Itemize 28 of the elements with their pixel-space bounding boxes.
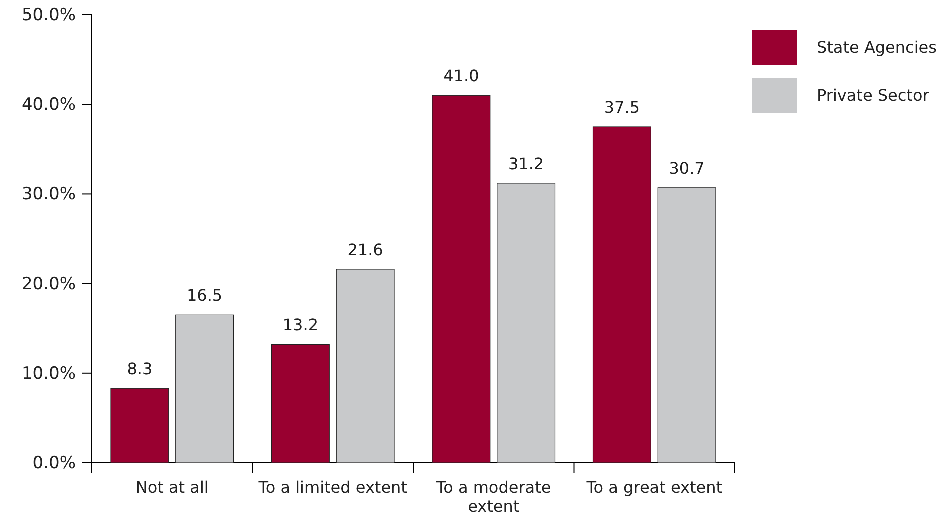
data-label: 31.2: [508, 154, 544, 174]
x-tick-label: Not at all: [136, 478, 209, 497]
data-label: 8.3: [127, 360, 153, 379]
x-tick-label: To a moderate extent: [436, 478, 552, 516]
bar: [271, 344, 330, 464]
bar: [432, 95, 491, 464]
data-label: 30.7: [669, 158, 705, 178]
data-label: 41.0: [444, 66, 480, 86]
y-tick-label: 30.0%: [22, 184, 76, 205]
bar: [592, 126, 652, 464]
data-label: 13.2: [282, 316, 319, 335]
legend-label: Private Sector: [817, 86, 930, 105]
y-tick-label: 0.0%: [32, 453, 76, 474]
y-tick-label: 10.0%: [22, 364, 76, 384]
legend-label: State Agencies: [817, 38, 937, 57]
data-label: 21.6: [348, 240, 384, 260]
y-tick-label: 40.0%: [22, 95, 76, 116]
bar: [176, 314, 234, 464]
bar: [336, 269, 395, 464]
y-tick-label: 20.0%: [22, 274, 76, 294]
bar: [110, 388, 170, 464]
data-label: 37.5: [604, 98, 640, 117]
bar: [658, 188, 716, 464]
bar: [497, 183, 556, 464]
y-tick-label: 50.0%: [22, 5, 76, 26]
x-tick-label: To a great extent: [586, 478, 723, 497]
x-tick-label: To a limited extent: [258, 478, 408, 497]
data-label: 16.5: [186, 286, 223, 306]
